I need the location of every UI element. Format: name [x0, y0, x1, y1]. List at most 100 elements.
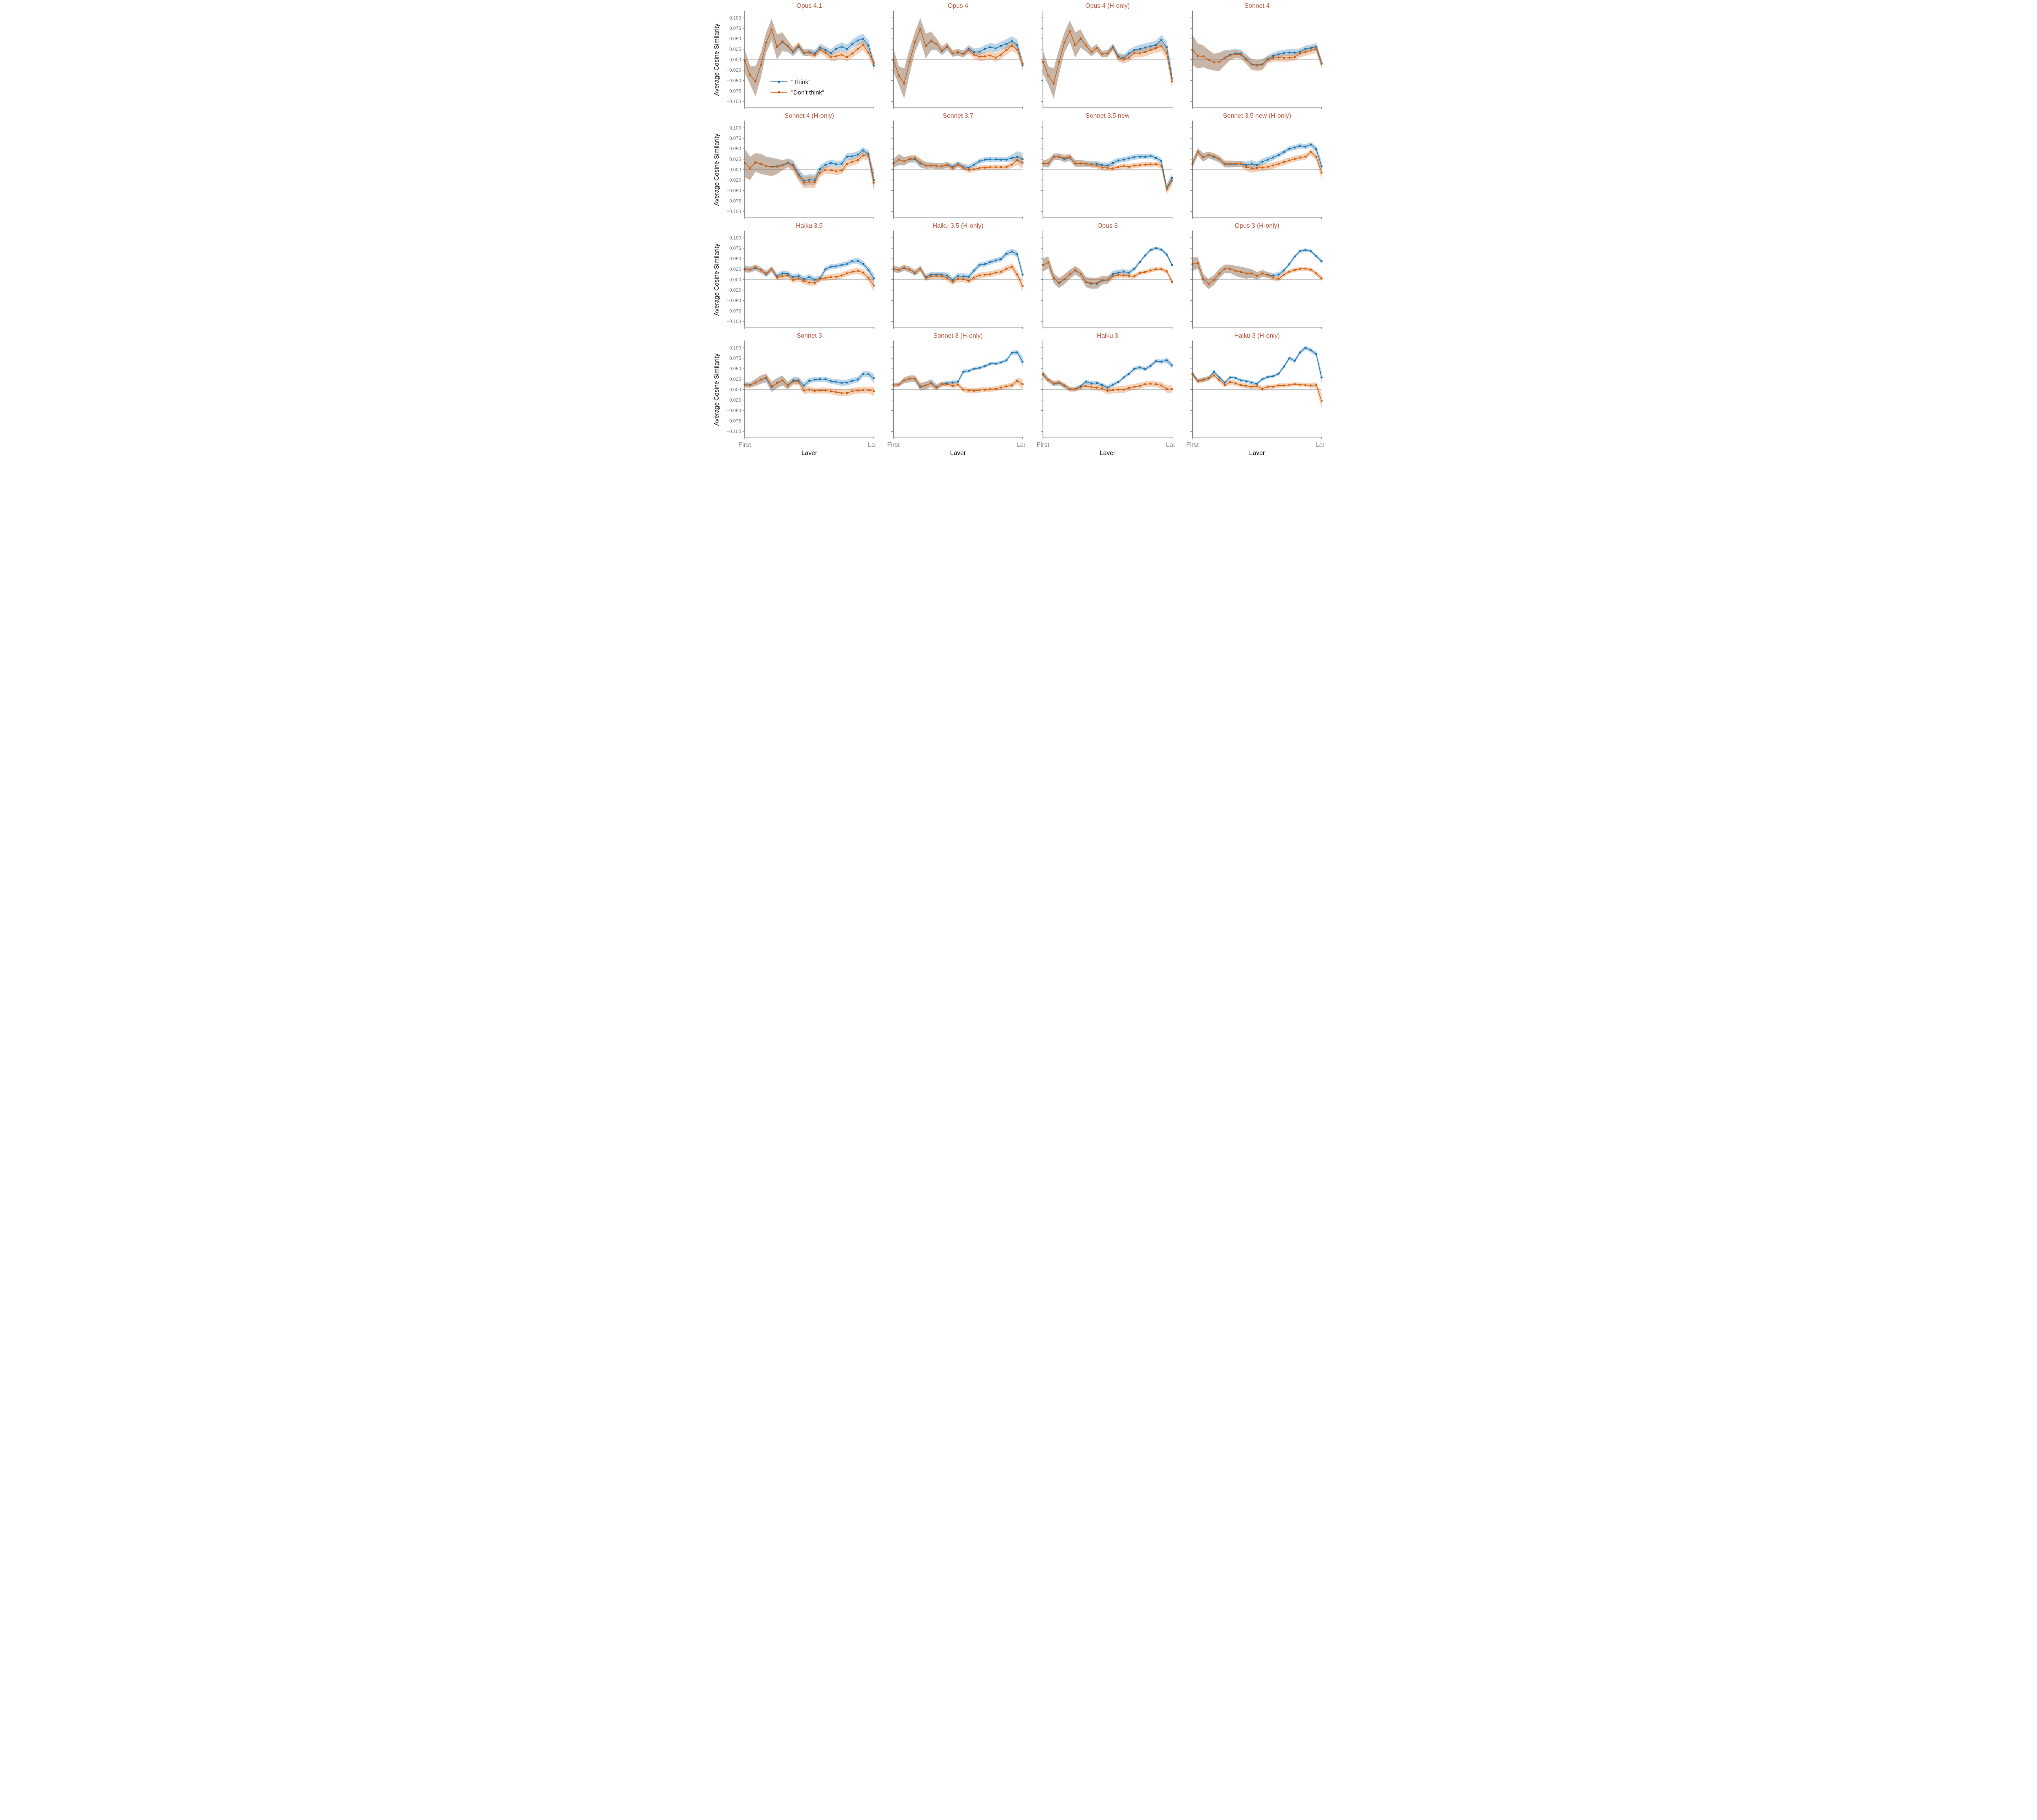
dont-point — [968, 49, 970, 51]
legend-think-label: "Think" — [791, 79, 810, 86]
dont-point — [1240, 163, 1242, 165]
dont-point — [808, 388, 811, 391]
dont-point — [1139, 164, 1141, 166]
dont-point — [1090, 163, 1093, 166]
think-point — [851, 380, 854, 382]
y-tick-label: 0.075 — [729, 26, 741, 31]
dont-point — [1101, 166, 1103, 169]
think-point — [957, 380, 959, 383]
think-point — [1133, 268, 1136, 270]
dont-point — [941, 383, 943, 385]
y-tick-label: 0.000 — [729, 168, 741, 173]
dont-point — [835, 275, 838, 278]
dont-point — [1202, 277, 1204, 280]
x-first-label: First — [1036, 442, 1049, 448]
dont-point — [873, 62, 875, 64]
dont-point — [829, 390, 832, 393]
think-point — [1112, 383, 1114, 386]
dont-point — [1293, 56, 1296, 58]
think-point — [962, 370, 965, 373]
dont-point — [1021, 383, 1024, 385]
think-point — [1299, 145, 1301, 147]
dont-point — [1218, 379, 1221, 381]
dont-point — [1208, 377, 1210, 380]
dont-point — [1144, 271, 1146, 273]
dont-point — [951, 52, 954, 55]
dont-point — [914, 41, 916, 43]
dont-point — [1000, 386, 1002, 389]
y-tick-label: −0.075 — [727, 89, 741, 94]
dont-point — [1250, 167, 1253, 169]
dont-point — [951, 385, 954, 387]
dont-point — [829, 276, 832, 278]
dont-point — [1250, 64, 1253, 66]
dont-point — [1133, 164, 1136, 167]
dont-point — [1304, 384, 1307, 386]
legend: "Think" "Don't think" — [770, 79, 824, 96]
subplot-title: Sonnet 3.5 new (H-only) — [1223, 112, 1291, 119]
y-tick-label: −0.075 — [727, 309, 741, 314]
y-tick-label: −0.050 — [727, 79, 741, 84]
figure: Opus 4.1 0.100 0.075 0.050 0.025 0.000 −0.025 −… — [713, 0, 1324, 455]
think-point — [1160, 39, 1163, 41]
dont-point — [1320, 400, 1323, 402]
think-point — [846, 381, 848, 384]
think-point — [994, 47, 997, 50]
dont-point — [851, 52, 854, 55]
dont-point — [1293, 269, 1296, 271]
dont-point — [1277, 384, 1280, 387]
dont-point — [1310, 151, 1312, 153]
dont-point — [978, 389, 981, 391]
y-tick-label: 0.000 — [729, 278, 741, 283]
think-band — [1043, 358, 1172, 391]
think-point — [973, 163, 975, 166]
think-point — [1315, 353, 1318, 355]
think-point — [824, 268, 827, 270]
dont-point — [983, 55, 986, 57]
think-point — [1288, 51, 1291, 54]
dont-point — [978, 167, 981, 169]
dont-point — [1310, 268, 1312, 271]
dont-point — [1128, 275, 1130, 277]
y-tick-label: 0.075 — [729, 356, 741, 361]
subplot-title: Sonnet 4 — [1244, 2, 1269, 9]
y-tick-label: −0.100 — [727, 209, 741, 214]
think-point — [1213, 370, 1215, 373]
dont-point — [1011, 45, 1013, 47]
think-point — [856, 259, 859, 262]
think-point — [1095, 382, 1098, 384]
y-axis-label: Average Cosine Similarity — [713, 244, 720, 316]
dont-point — [851, 270, 854, 273]
dont-point — [1234, 270, 1237, 272]
dont-point — [1229, 54, 1232, 57]
subplot-cell-haiku-3: Haiku 3 First Last Layer — [1025, 330, 1175, 455]
dont-point — [946, 45, 948, 48]
dont-point — [1304, 51, 1307, 53]
dont-point — [760, 378, 762, 381]
x-axis-label: Layer — [801, 450, 817, 455]
think-point — [1005, 158, 1008, 161]
dont-point — [1299, 156, 1301, 159]
dont-point — [1155, 163, 1157, 165]
dont-point — [1304, 268, 1307, 270]
think-point — [1304, 249, 1307, 251]
dont-point — [1267, 165, 1269, 168]
dont-point — [1277, 56, 1280, 59]
subplot-cell-sonnet-3.5-new-h-only: Sonnet 3.5 new (H-only) — [1175, 110, 1324, 220]
dont-point — [1160, 268, 1163, 270]
dont-point — [1011, 384, 1013, 387]
dont-point — [1261, 166, 1264, 169]
dont-point — [935, 275, 938, 277]
dont-point — [814, 54, 816, 56]
dont-point — [862, 271, 865, 274]
dont-point — [919, 28, 922, 31]
dont-point — [867, 51, 870, 54]
dont-point — [814, 390, 816, 392]
dont-point — [1149, 382, 1152, 385]
dont-point — [754, 161, 757, 163]
dont-point — [1288, 56, 1291, 59]
dont-point — [1058, 381, 1060, 384]
think-point — [835, 48, 838, 50]
subplot-title: Sonnet 3.7 — [943, 112, 973, 119]
subplot-cell-opus-3: Opus 3 — [1025, 220, 1175, 330]
